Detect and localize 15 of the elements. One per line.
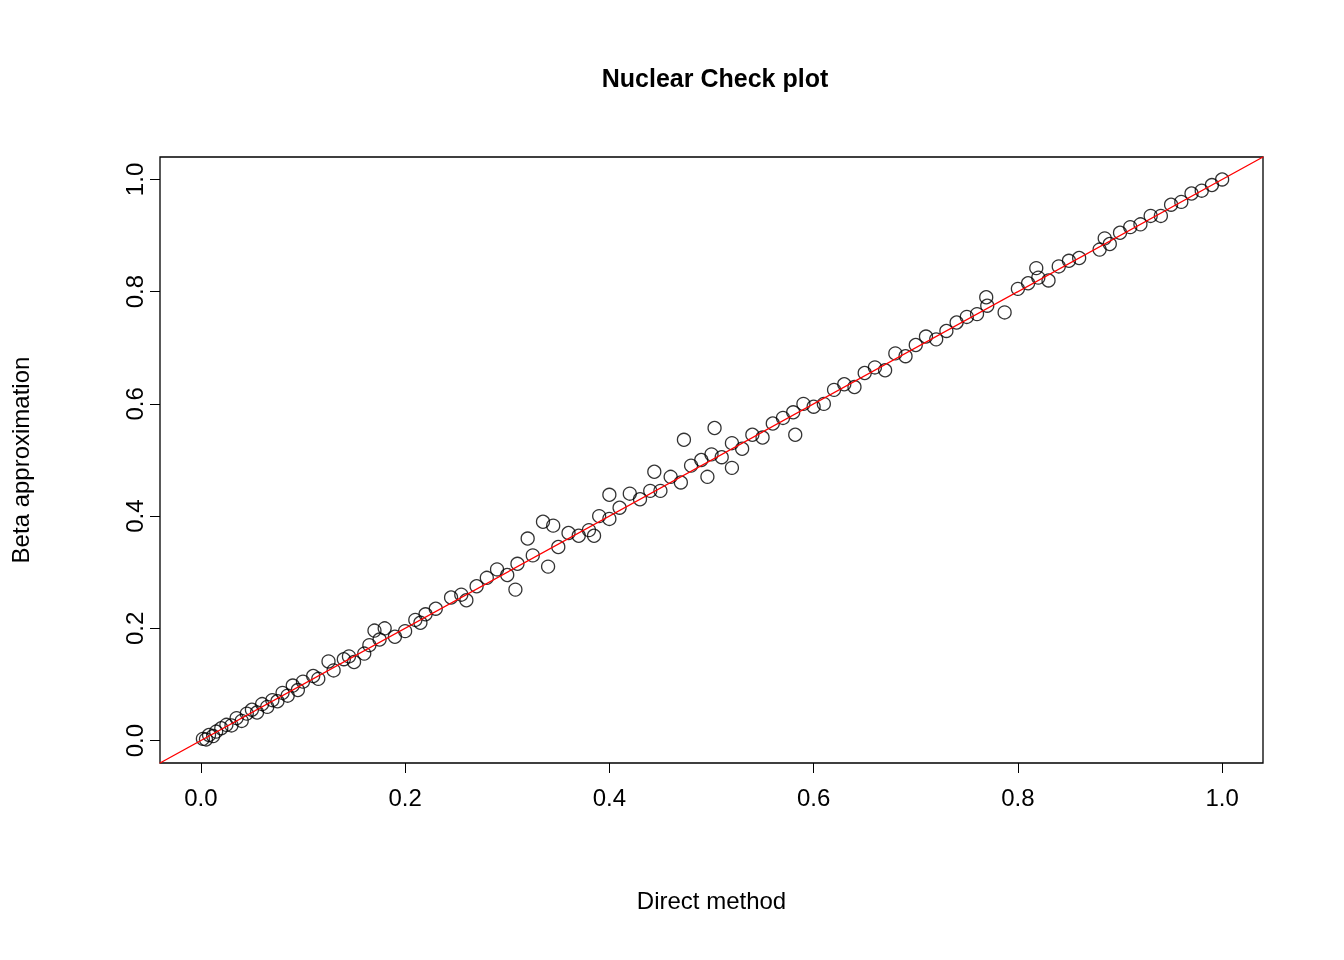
- x-axis-title: Direct method: [636, 886, 787, 914]
- y-tick-label: 0.4: [120, 499, 148, 533]
- x-tick-label: 0.8: [1001, 783, 1035, 811]
- y-tick-label: 0.8: [120, 274, 148, 309]
- y-tick-label: 0.2: [120, 611, 148, 646]
- y-tick-label: 0.6: [120, 387, 148, 421]
- y-tick-label: 1.0: [120, 162, 148, 197]
- x-tick-label: 0.0: [184, 783, 218, 811]
- x-tick-label: 0.2: [388, 783, 422, 811]
- y-axis-title: Beta approximation: [6, 356, 34, 564]
- chart-title: Nuclear Check plot: [601, 63, 829, 92]
- y-tick-label: 0.0: [120, 723, 148, 758]
- x-tick-label: 1.0: [1205, 783, 1239, 811]
- x-tick-label: 0.6: [796, 783, 831, 811]
- x-tick-label: 0.4: [592, 783, 627, 811]
